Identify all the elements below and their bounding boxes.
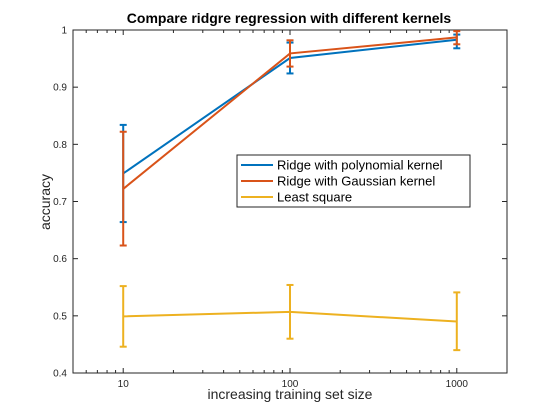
y-tick-label: 0.9	[53, 83, 67, 94]
x-axis-label: increasing training set size	[208, 386, 373, 402]
legend-label: Ridge with polynomial kernel	[277, 158, 443, 173]
legend-label: Ridge with Gaussian kernel	[277, 174, 435, 189]
x-tick-label: 10	[118, 379, 130, 390]
y-tick-label: 0.7	[53, 197, 67, 208]
y-tick-label: 0.4	[53, 369, 67, 380]
x-tick-label: 1000	[446, 379, 469, 390]
y-tick-label: 0.5	[53, 311, 67, 322]
legend-label: Least square	[277, 190, 352, 205]
y-tick-label: 1	[61, 26, 67, 37]
plot-area: 0.4 0.5 0.6 0.7 0.8 0.9 1 10 100 1000	[53, 26, 508, 390]
y-tick-label: 0.8	[53, 140, 67, 151]
chart-title: Compare ridgre regression with different…	[127, 10, 452, 26]
x-tick-label: 100	[282, 379, 299, 390]
y-axis-label: accuracy	[37, 174, 53, 230]
y-tick-label: 0.6	[53, 254, 67, 265]
legend-box	[236, 154, 471, 208]
